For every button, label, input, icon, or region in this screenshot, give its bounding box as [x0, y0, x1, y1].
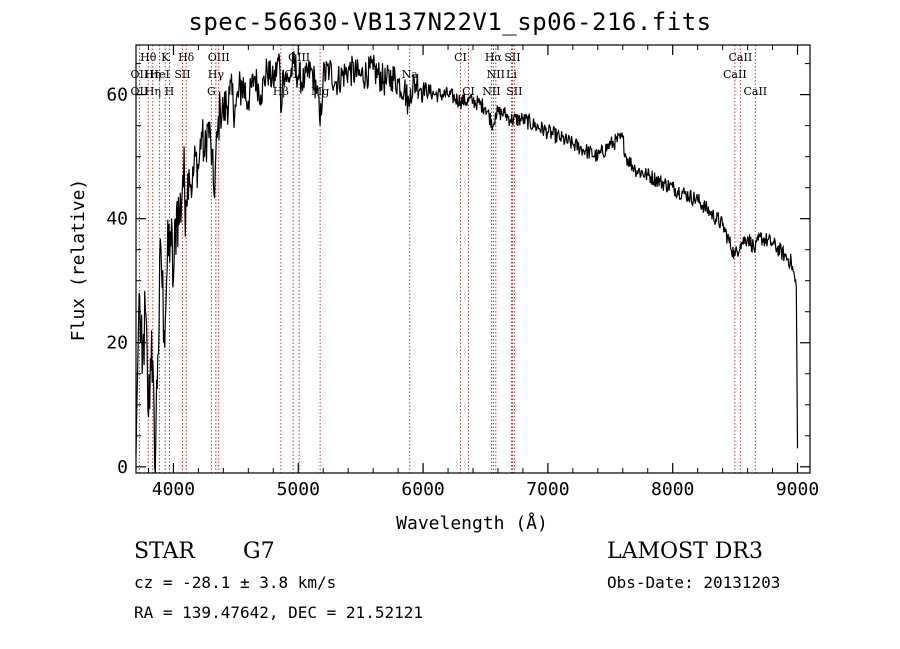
line-marker-label: Na — [402, 68, 419, 81]
line-marker-label: OII — [131, 68, 149, 81]
line-marker-label: CI — [462, 85, 475, 98]
y-axis-label: Flux (relative) — [68, 179, 89, 342]
line-marker-label: Hη — [145, 68, 161, 81]
line-marker-label: K — [161, 51, 170, 64]
line-marker-label: OII — [284, 68, 302, 81]
chart-title: spec-56630-VB137N22V1_sp06-216.fits — [188, 8, 712, 36]
redshift-info: cz = -28.1 ± 3.8 km/s — [134, 573, 337, 592]
line-marker-label: Hδ — [178, 51, 195, 64]
survey-name: LAMOST DR3 — [607, 539, 763, 564]
line-marker-label: CaII — [729, 51, 753, 64]
x-tick-label: 9000 — [776, 479, 819, 500]
x-tick-label: 5000 — [277, 479, 320, 500]
line-marker-label: H — [165, 85, 175, 98]
line-marker-label: SII — [174, 68, 190, 81]
line-marker-label: Mg — [311, 85, 329, 98]
object-subclass: G7 — [243, 539, 275, 564]
line-marker-label: SII — [506, 85, 522, 98]
object-class: STAR — [134, 539, 195, 564]
line-marker-label: G — [207, 85, 216, 98]
y-tick-label: 40 — [106, 209, 128, 230]
axis-ticks: 4000 5000 6000 7000 8000 9000 0 20 40 60 — [106, 45, 819, 500]
line-marker-label: NII — [482, 85, 500, 98]
line-marker-label: CaII — [743, 85, 767, 98]
x-tick-label: 7000 — [526, 479, 569, 500]
obs-date: Obs-Date: 20131203 — [607, 573, 781, 592]
line-marker-label: Hβ — [273, 85, 289, 98]
line-marker-label: Hα — [485, 51, 503, 64]
line-marker-label: Hγ — [208, 68, 225, 81]
x-axis-label: Wavelength (Å) — [396, 512, 548, 534]
line-marker-label: Hθ — [140, 51, 157, 64]
line-marker-label: OII — [131, 85, 149, 98]
x-tick-label: 4000 — [152, 479, 195, 500]
x-tick-label: 8000 — [651, 479, 694, 500]
line-marker-label: CI — [454, 51, 467, 64]
line-marker-label: HeI — [149, 68, 169, 81]
line-marker-label: Li — [506, 68, 517, 81]
x-tick-label: 6000 — [401, 479, 444, 500]
spectrum-line — [135, 51, 799, 474]
y-tick-label: 0 — [117, 457, 128, 478]
line-marker-label: SII — [504, 51, 520, 64]
line-marker-label: OIII — [208, 51, 230, 64]
plot-frame — [135, 44, 811, 474]
coordinates: RA = 139.47642, DEC = 21.52121 — [134, 603, 423, 622]
y-tick-label: 20 — [106, 333, 128, 354]
line-marker-label: NII — [487, 68, 505, 81]
line-marker-label: Hη — [145, 85, 161, 98]
line-marker-label: OIII — [288, 51, 310, 64]
line-markers — [138, 45, 756, 473]
y-tick-label: 60 — [106, 85, 128, 106]
line-marker-label: CaII — [723, 68, 747, 81]
